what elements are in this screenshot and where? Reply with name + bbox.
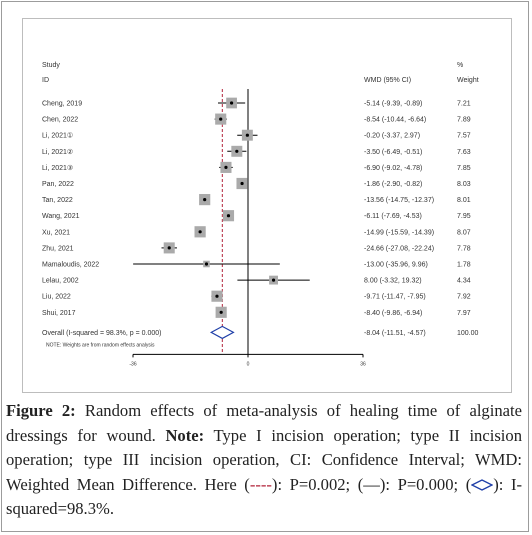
study-ci-text: -0.20 (-3.37, 2.97) <box>364 133 420 140</box>
caption-label: Figure 2: <box>6 401 76 420</box>
caption-note-label: Note: <box>165 425 205 445</box>
study-ci-text: -6.11 (-7.69, -4.53) <box>364 213 422 220</box>
study-ci-text: -6.90 (-9.02, -4.78) <box>364 165 422 172</box>
overall-weight: 100.00 <box>457 330 479 337</box>
study-label: Chen, 2022 <box>42 117 78 124</box>
caption-text-2: Type I incision operation; type II incis… <box>6 425 522 494</box>
study-ci-text: -5.14 (-9.39, -0.89) <box>364 101 422 108</box>
study-label: Wang, 2021 <box>42 213 80 220</box>
study-weight: 8.01 <box>457 197 471 204</box>
point-estimate <box>167 246 171 250</box>
study-ci-text: -1.86 (-2.90, -0.82) <box>364 181 422 188</box>
x-tick-label: 0 <box>247 361 250 367</box>
point-estimate <box>240 181 244 186</box>
solid-line-symbol: — <box>363 474 380 494</box>
study-weight: 7.78 <box>457 245 471 252</box>
caption-text-1: Random effects of meta-analysis of heali… <box>6 401 522 445</box>
study-weight: 7.89 <box>457 117 471 124</box>
weights-note: NOTE: Weights are from random effects an… <box>46 342 155 348</box>
overall-diamond <box>209 325 235 340</box>
header-weight-percent: % <box>457 62 463 69</box>
study-weight: 8.03 <box>457 181 471 188</box>
forest-plot: Study ID WMD (95% CI)% Weight Cheng, 2019 -5.… <box>22 18 512 393</box>
study-ci-text: -9.71 (-11.47, -7.95) <box>364 294 426 301</box>
x-tick-label: -36 <box>129 361 136 367</box>
study-ci-text: -3.50 (-6.49, -0.51) <box>364 149 422 156</box>
point-estimate <box>219 310 223 314</box>
study-label: Liu, 2022 <box>42 294 71 301</box>
study-ci-text: -13.56 (-14.75, -12.37) <box>364 197 434 204</box>
study-label: Tan, 2022 <box>42 197 73 204</box>
study-ci-text: -14.99 (-15.59, -14.39) <box>364 229 434 236</box>
study-ci-text: -24.66 (-27.08, -22.24) <box>364 245 434 252</box>
point-estimate <box>271 278 276 282</box>
point-estimate <box>226 214 231 218</box>
study-label: Mamaloudis, 2022 <box>42 262 99 269</box>
point-estimate <box>235 149 239 153</box>
study-weight: 7.85 <box>457 165 471 172</box>
header-id: ID <box>42 77 49 84</box>
study-ci-text: -8.54 (-10.44, -6.64) <box>364 117 426 124</box>
point-estimate <box>215 294 219 298</box>
study-label: Shui, 2017 <box>42 310 76 317</box>
study-ci-text: 8.00 (-3.32, 19.32) <box>364 278 422 285</box>
point-estimate <box>204 262 209 266</box>
point-estimate <box>224 165 228 169</box>
study-label: Li, 2021③ <box>42 164 73 172</box>
point-estimate <box>245 133 249 137</box>
point-estimate <box>229 101 234 105</box>
study-weight: 4.34 <box>457 278 471 285</box>
study-weight: 7.92 <box>457 294 471 301</box>
forest-plot-svg: Study ID WMD (95% CI)% Weight Cheng, 2019 -5.… <box>42 62 479 367</box>
study-label: Xu, 2021 <box>42 229 70 236</box>
header-weight: Weight <box>457 77 479 84</box>
study-label: Lelau, 2002 <box>42 278 79 285</box>
x-tick-label: 36 <box>360 361 366 367</box>
dashed-line-symbol: ---- <box>249 474 272 494</box>
study-weight: 7.95 <box>457 213 471 220</box>
study-label: Li, 2021② <box>42 148 73 156</box>
study-label: Cheng, 2019 <box>42 101 82 108</box>
study-weight: 7.57 <box>457 133 471 140</box>
study-ci-text: -13.00 (-35.96, 9.96) <box>364 262 428 269</box>
caption-text-4: ): P=0.000; ( <box>379 474 472 494</box>
overall-ci-text: -8.04 (-11.51, -4.57) <box>364 330 426 337</box>
study-weight: 7.63 <box>457 149 471 156</box>
point-estimate <box>198 230 202 234</box>
study-weight: 8.07 <box>457 229 471 236</box>
caption-text-5: ): I-squared=98.3%. <box>6 474 522 519</box>
point-estimate <box>203 198 207 202</box>
header-study: Study <box>42 62 60 69</box>
header-effect: WMD (95% CI) <box>364 77 411 84</box>
study-weight: 7.97 <box>457 310 471 317</box>
study-label: Pan, 2022 <box>42 181 74 188</box>
study-ci-text: -8.40 (-9.86, -6.94) <box>364 310 422 317</box>
study-weight: 1.78 <box>457 262 471 269</box>
figure-caption: Figure 2: Random effects of meta-analysi… <box>6 399 522 522</box>
caption-text-3: ): P=0.002; ( <box>271 474 364 494</box>
point-estimate <box>219 117 223 121</box>
study-label: Li, 2021① <box>42 132 73 140</box>
overall-label: Overall (I-squared = 98.3%, p = 0.000) <box>42 330 161 337</box>
study-weight: 7.21 <box>457 101 471 108</box>
diamond-symbol <box>470 478 494 491</box>
study-label: Zhu, 2021 <box>42 245 74 252</box>
